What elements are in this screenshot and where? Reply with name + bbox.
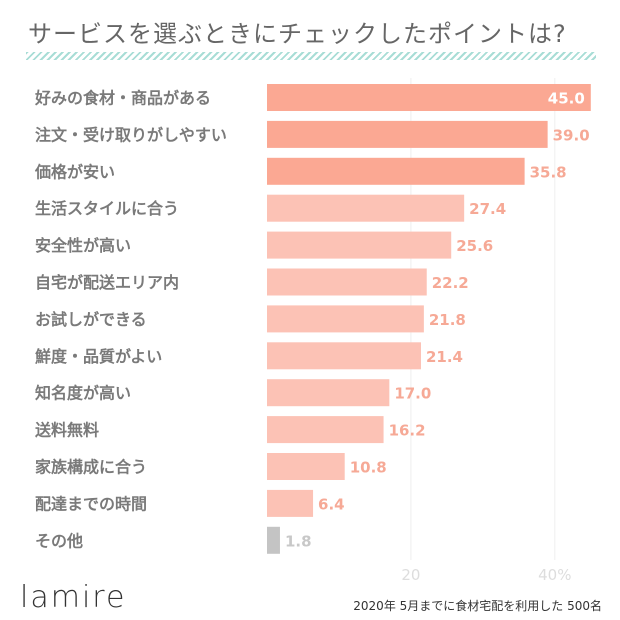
category-label-6: お試しができる — [35, 310, 147, 329]
value-label-8: 17.0 — [394, 385, 431, 403]
lamire-logo: lamire — [20, 580, 127, 615]
tick-label-40: 40% — [538, 566, 571, 584]
bar-10 — [267, 453, 345, 480]
bar-2 — [267, 157, 525, 185]
value-label-11: 6.4 — [318, 495, 345, 513]
value-label-3: 27.4 — [469, 200, 506, 218]
category-label-3: 生活スタイルに合う — [35, 199, 179, 218]
bar-1 — [267, 120, 548, 148]
category-label-8: 知名度が高い — [35, 384, 131, 403]
bar-3 — [267, 194, 465, 222]
footnote: 2020年 5月までに食材宅配を利用した 500名 — [353, 599, 602, 613]
category-label-4: 安全性が高い — [35, 236, 131, 255]
value-label-0: 45.0 — [548, 90, 585, 108]
bar-5 — [267, 268, 427, 296]
value-label-2: 35.8 — [530, 163, 567, 181]
value-label-1: 39.0 — [553, 126, 590, 144]
bar-0 — [267, 84, 591, 111]
bar-6 — [267, 305, 424, 333]
bar-7 — [267, 342, 421, 370]
title-underline — [26, 52, 596, 60]
value-label-12: 1.8 — [285, 532, 312, 550]
category-label-5: 自宅が配送エリア内 — [35, 273, 179, 292]
category-label-2: 価格が安い — [34, 162, 115, 181]
category-label-0: 好みの食材・商品がある — [34, 89, 211, 108]
value-label-9: 16.2 — [389, 422, 426, 440]
bar-12 — [267, 526, 280, 554]
bar-11 — [267, 489, 314, 517]
bar-8 — [267, 379, 390, 407]
value-label-4: 25.6 — [456, 237, 493, 255]
value-label-7: 21.4 — [426, 348, 463, 366]
category-label-1: 注文・受け取りがしやすい — [35, 125, 227, 144]
bar-9 — [267, 416, 384, 444]
value-label-5: 22.2 — [432, 274, 469, 292]
category-label-10: 家族構成に合う — [35, 458, 147, 477]
value-label-6: 21.8 — [429, 311, 466, 329]
bar-4 — [267, 231, 452, 259]
category-label-9: 送料無料 — [34, 421, 99, 440]
category-label-12: その他 — [35, 531, 83, 550]
value-label-10: 10.8 — [350, 459, 387, 477]
tick-label-20: 20 — [401, 566, 420, 584]
chart-title: サービスを選ぶときにチェックしたポイントは? — [28, 20, 567, 48]
category-label-11: 配達までの時間 — [35, 494, 147, 513]
category-label-7: 鮮度・品質がよい — [35, 347, 162, 366]
